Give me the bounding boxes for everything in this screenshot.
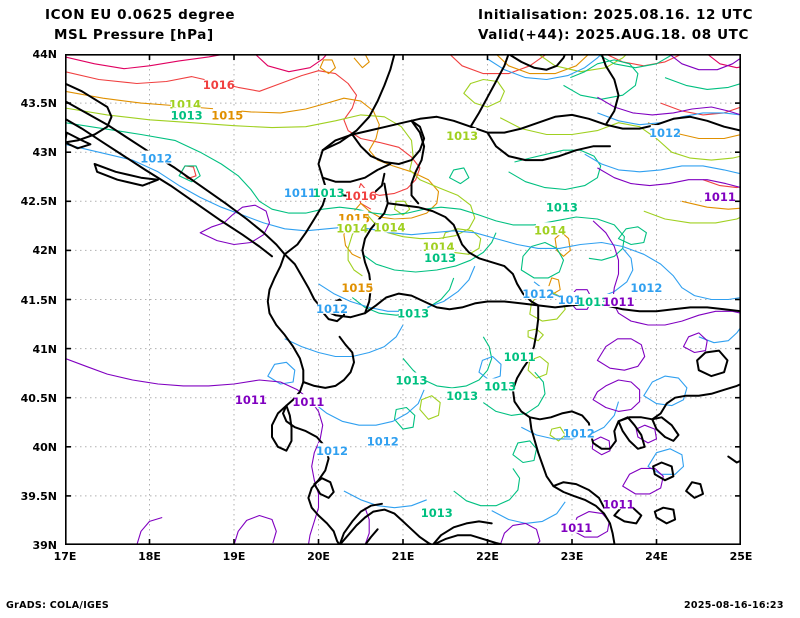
field-title: MSL Pressure [hPa] (54, 27, 214, 43)
contour-label: 1013 (424, 251, 456, 265)
y-axis-tick-label: 41.5N (20, 293, 57, 307)
x-axis-tick-label: 18E (138, 550, 161, 563)
contour-label: 1015 (211, 108, 243, 122)
contour-label: 1014 (336, 221, 368, 235)
contour-label: 1013 (313, 186, 345, 200)
model-title: ICON EU 0.0625 degree (45, 7, 236, 23)
y-axis-tick-label: 44N (32, 48, 57, 61)
y-axis-tick-label: 40.5N (20, 391, 57, 405)
contour-label: 1013 (484, 379, 516, 393)
x-axis-tick-label: 21E (391, 550, 415, 563)
contour-label: 1013 (577, 295, 609, 309)
contour-label: 1013 (446, 389, 478, 403)
contour-label: 1016 (345, 189, 377, 203)
contour-label: 1011 (602, 497, 634, 511)
x-axis-tick-label: 20E (307, 550, 330, 563)
contour-label: 1011 (284, 186, 316, 200)
contour-label: 1011 (602, 295, 634, 309)
contour-label: 1014 (534, 223, 566, 237)
contour-label: 1012 (649, 126, 681, 140)
contour-label: 1011 (704, 190, 736, 204)
contour-label: 1012 (316, 444, 348, 458)
y-axis-tick-label: 39N (32, 539, 57, 552)
contour-label: 1016 (203, 78, 235, 92)
y-axis-tick-label: 42.5N (20, 195, 57, 209)
x-axis-tick-label: 25E (729, 550, 753, 563)
y-axis-tick-label: 43.5N (20, 97, 57, 111)
contour-label: 1013 (446, 129, 478, 143)
initialisation-time: Initialisation: 2025.08.16. 12 UTC (478, 7, 754, 23)
y-axis-tick-label: 39.5N (20, 489, 57, 503)
contour-label: 1013 (395, 374, 427, 388)
contour-label: 1013 (546, 201, 578, 215)
x-axis-tick-label: 24E (645, 550, 668, 563)
valid-time: Valid(+44): 2025.AUG.18. 08 UTC (478, 27, 749, 43)
render-timestamp: 2025-08-16-16:23 (684, 600, 784, 611)
contour-label: 1015 (341, 281, 373, 295)
y-axis-tick-label: 40N (32, 440, 57, 454)
contour-label: 1012 (367, 434, 399, 448)
axis-ticks (65, 54, 741, 545)
contour-label: 1013 (171, 108, 203, 122)
contour-label: 1012 (630, 281, 662, 295)
y-axis-tick-label: 41N (32, 342, 57, 356)
grads-credit: GrADS: COLA/IGES (6, 600, 110, 611)
x-axis-tick-label: 17E (53, 550, 77, 563)
contour-plot: 1016 1014 1013 1015 1013 1012 1012 1011 1011 1013… (65, 54, 741, 545)
contour-label: 1013 (421, 506, 453, 520)
contour-label: 1011 (292, 395, 324, 409)
contour-label: 1012 (140, 152, 172, 166)
contour-label: 1011 (560, 521, 592, 535)
x-axis-tick-label: 23E (560, 550, 584, 563)
y-axis-tick-label: 43N (32, 146, 57, 160)
contour-label: 1012 (563, 427, 595, 441)
contour-label: 1014 (373, 220, 405, 234)
contour-label: 1012 (316, 302, 348, 316)
contour-label: 1012 (522, 287, 554, 301)
contour-label: 1013 (397, 307, 429, 321)
x-axis-tick-label: 19E (222, 550, 246, 563)
x-axis-tick-label: 22E (476, 550, 499, 563)
contour-label: 1011 (235, 393, 267, 407)
y-axis-tick-label: 42N (32, 244, 57, 258)
contour-label: 1011 (504, 350, 536, 364)
